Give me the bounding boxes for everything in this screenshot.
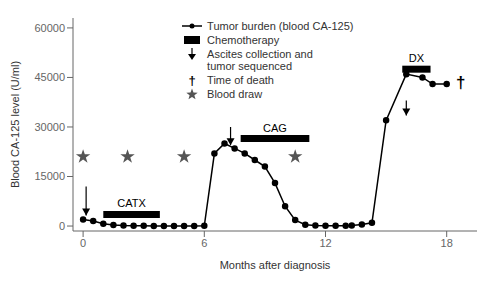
svg-text:†: † <box>456 73 465 92</box>
svg-text:0: 0 <box>80 237 86 249</box>
svg-text:CATX: CATX <box>117 197 146 209</box>
html-text:Ascites collection and: Ascites collection and <box>207 48 313 60</box>
svg-text:DX: DX <box>409 52 425 64</box>
html-text:Tumor burden (blood CA-125): Tumor burden (blood CA-125) <box>207 20 354 32</box>
html-text:tumor sequenced: tumor sequenced <box>207 60 293 72</box>
svg-text:Blood CA-125 level (U/ml): Blood CA-125 level (U/ml) <box>9 61 21 188</box>
html-text:Blood draw: Blood draw <box>207 88 263 100</box>
svg-text:18: 18 <box>441 237 453 249</box>
svg-text:30000: 30000 <box>34 121 65 133</box>
svg-text:Months after diagnosis: Months after diagnosis <box>220 259 331 271</box>
svg-text:12: 12 <box>319 237 331 249</box>
svg-text:6: 6 <box>201 237 207 249</box>
svg-text:†: † <box>188 74 195 86</box>
html-text:Time of death: Time of death <box>207 74 274 86</box>
svg-text:60000: 60000 <box>34 22 65 34</box>
svg-text:CAG: CAG <box>263 122 287 134</box>
svg-text:15000: 15000 <box>34 170 65 182</box>
html-text:Chemotherapy: Chemotherapy <box>207 34 280 46</box>
svg-text:0: 0 <box>59 220 65 232</box>
svg-text:45000: 45000 <box>34 71 65 83</box>
